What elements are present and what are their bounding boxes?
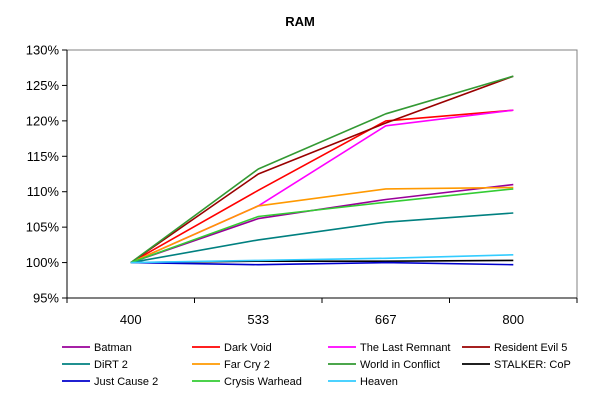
legend-label: DiRT 2 bbox=[94, 359, 128, 371]
y-tick-label: 115% bbox=[27, 149, 60, 164]
legend-label: The Last Remnant bbox=[360, 342, 451, 354]
y-tick-label: 95% bbox=[33, 291, 59, 306]
legend-label: Far Cry 2 bbox=[224, 359, 270, 371]
legend-label: World in Conflict bbox=[360, 359, 440, 371]
series-line-crysis-warhead bbox=[130, 188, 514, 264]
legend-item: Far Cry 2 bbox=[192, 359, 270, 371]
legend-item: DiRT 2 bbox=[62, 359, 128, 371]
x-tick-label: 533 bbox=[247, 312, 269, 327]
legend-label: Crysis Warhead bbox=[224, 376, 302, 388]
x-tick-label: 400 bbox=[120, 312, 142, 327]
y-tick-label: 120% bbox=[26, 113, 60, 128]
legend-item: Resident Evil 5 bbox=[462, 342, 567, 354]
y-tick-label: 130% bbox=[26, 43, 60, 58]
legend-label: Resident Evil 5 bbox=[494, 342, 567, 354]
legend-item: The Last Remnant bbox=[328, 342, 451, 354]
series-line-the-last-remnant bbox=[130, 109, 514, 264]
y-tick-label: 110% bbox=[27, 184, 60, 199]
y-axis: 95% 100% 105% 110% 115% 120% 125% 130% bbox=[26, 43, 68, 306]
legend-item: Just Cause 2 bbox=[62, 376, 158, 388]
series-group bbox=[130, 75, 514, 266]
series-line-far-cry-2 bbox=[130, 186, 514, 264]
legend-item: Crysis Warhead bbox=[192, 376, 302, 388]
y-tick-label: 100% bbox=[26, 255, 60, 270]
legend-label: STALKER: CoP bbox=[494, 359, 571, 371]
series-line-heaven bbox=[130, 254, 514, 264]
series-line-dirt-2 bbox=[130, 212, 514, 264]
legend-item: Batman bbox=[62, 342, 132, 354]
legend-item: Heaven bbox=[328, 376, 398, 388]
legend-label: Just Cause 2 bbox=[94, 376, 158, 388]
legend-label: Heaven bbox=[360, 376, 398, 388]
x-tick-label: 667 bbox=[375, 312, 397, 327]
series-line-world-in-conflict bbox=[130, 75, 514, 264]
legend: Batman Dark Void The Last Remnant Resident … bbox=[62, 342, 571, 388]
series-line-just-cause-2 bbox=[130, 261, 514, 266]
series-line-resident-evil-5 bbox=[130, 75, 514, 264]
x-axis: 400 533 667 800 bbox=[66, 297, 578, 327]
legend-item: World in Conflict bbox=[328, 359, 440, 371]
y-tick-label: 125% bbox=[26, 78, 60, 93]
x-tick-label: 800 bbox=[502, 312, 524, 327]
legend-label: Batman bbox=[94, 342, 132, 354]
chart-title: RAM bbox=[285, 14, 315, 29]
series-line-dark-void bbox=[130, 109, 514, 264]
y-tick-label: 105% bbox=[26, 220, 60, 235]
legend-item: Dark Void bbox=[192, 342, 272, 354]
legend-item: STALKER: CoP bbox=[462, 359, 571, 371]
legend-label: Dark Void bbox=[224, 342, 272, 354]
